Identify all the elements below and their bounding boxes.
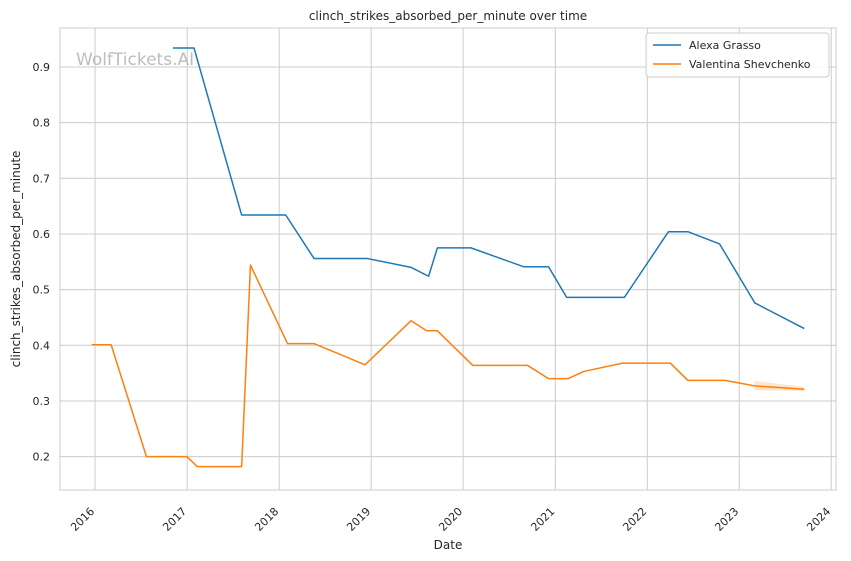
plot-frame — [59, 27, 837, 491]
y-tick-label: 0.4 — [33, 339, 51, 352]
y-tick-label: 0.6 — [33, 228, 51, 241]
series-lines — [91, 47, 805, 468]
series-line-valentina-shevchenko — [91, 264, 805, 468]
y-tick-label: 0.3 — [33, 395, 51, 408]
legend: Alexa Grasso Valentina Shevchenko — [645, 32, 830, 78]
y-tick-label: 0.8 — [33, 117, 51, 130]
legend-box — [645, 32, 830, 78]
y-tick-label: 0.5 — [33, 284, 51, 297]
legend-label-alexa-grasso: Alexa Grasso — [689, 39, 761, 52]
series-line-alexa-grasso — [172, 47, 805, 330]
watermark: WolfTickets.AI — [76, 50, 194, 70]
y-tick-label: 0.2 — [33, 451, 51, 464]
legend-label-valentina-shevchenko: Valentina Shevchenko — [689, 58, 811, 71]
grid — [60, 28, 836, 490]
x-axis-label: Date — [434, 538, 463, 552]
y-tick-label: 0.7 — [33, 172, 51, 185]
y-tick-labels: 0.2 0.3 0.4 0.5 0.6 0.7 0.8 0.9 — [33, 61, 51, 464]
y-axis-label: clinch_strikes_absorbed_per_minute — [9, 151, 23, 368]
chart-title: clinch_strikes_absorbed_per_minute over … — [309, 9, 587, 23]
y-tick-label: 0.9 — [33, 61, 51, 74]
